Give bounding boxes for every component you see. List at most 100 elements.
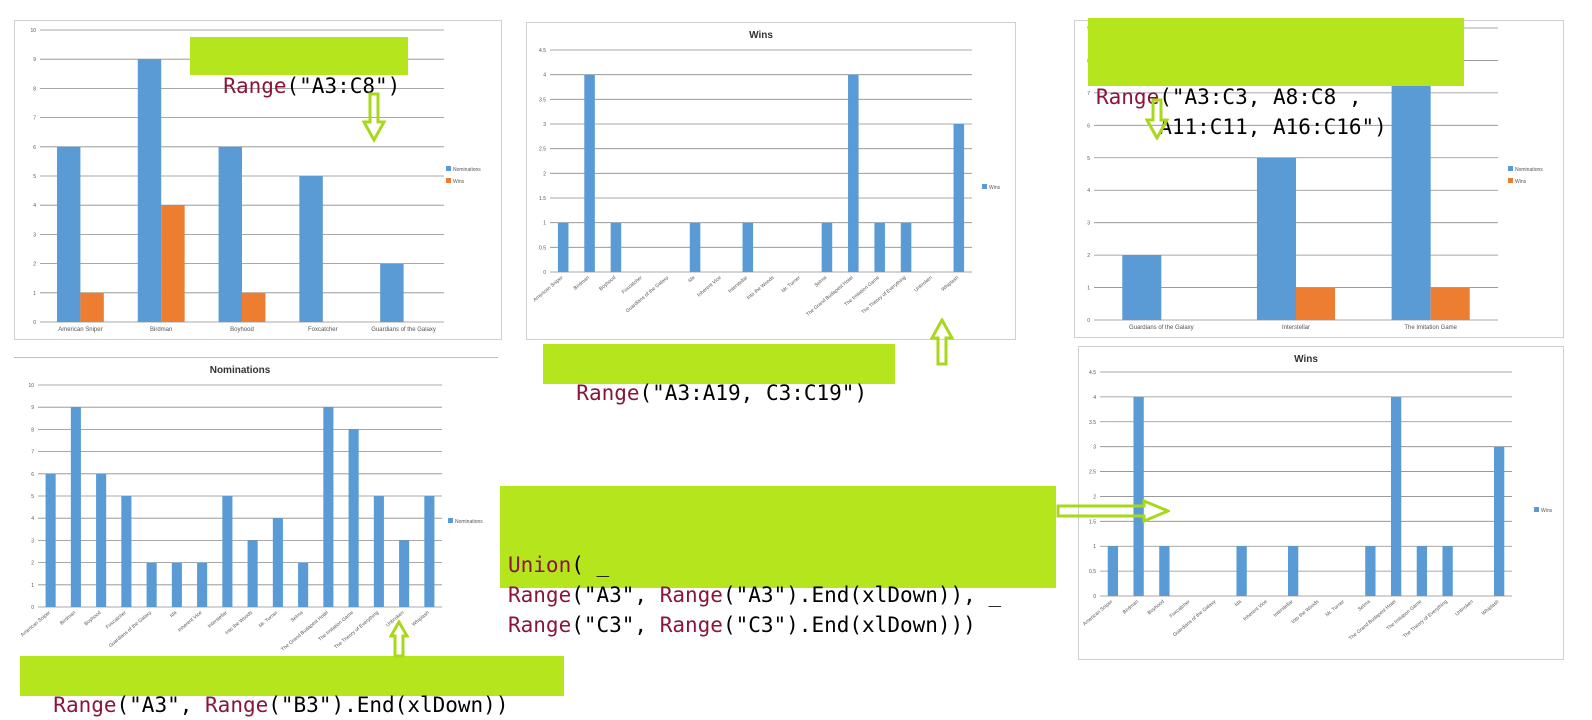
x-tick-label: Boyhood	[83, 610, 102, 627]
x-tick-label: Interstellar	[207, 610, 229, 630]
bar-nominations-unbroken	[399, 540, 410, 607]
y-tick-label: 0.5	[539, 245, 546, 251]
bar-nominations-boyhood	[96, 473, 107, 607]
x-tick-label: Ida	[687, 275, 696, 284]
y-tick-label: 2	[543, 171, 546, 177]
y-tick-label: 6	[33, 145, 36, 151]
x-tick-label: Birdman	[59, 610, 77, 627]
bar-wins-the-theory-of-everything	[900, 222, 912, 272]
bar-wins-boyhood	[242, 292, 266, 322]
x-tick-label: Ida	[169, 610, 178, 619]
y-tick-label: 0	[33, 320, 36, 326]
y-tick-label: 0.5	[1089, 569, 1096, 575]
code-text: ("A3",	[571, 583, 660, 607]
code-text: ("B3").End(xlDown))	[268, 693, 509, 717]
arrow-down-icon	[1145, 98, 1169, 140]
bar-nominations-the-imitation-game	[348, 429, 359, 607]
bar-nominations-guardians-of-the-galaxy	[380, 263, 404, 322]
code-text: ("C3").End(xlDown)))	[722, 613, 976, 637]
y-tick-label: 2	[1087, 253, 1090, 259]
y-tick-label: 9	[33, 57, 36, 63]
legend-swatch-wins	[1534, 507, 1539, 512]
x-tick-label: Selma	[290, 610, 305, 624]
y-tick-label: 5	[1087, 156, 1090, 162]
code-box-range-a3-a19-c3-c19: Range("A3:A19, C3:C19")	[543, 344, 895, 405]
bar-nominations-mr-turner	[272, 518, 283, 607]
y-tick-label: 3	[543, 122, 546, 128]
y-tick-label: 7	[31, 450, 34, 456]
bar-nominations-interstellar	[1256, 157, 1296, 320]
bar-nominations-guardians-of-the-galaxy	[1122, 255, 1162, 320]
y-tick-label: 8	[33, 86, 36, 92]
bar-wins-american-sniper	[80, 292, 104, 322]
arrow-down-icon	[362, 92, 386, 144]
arrow-up-icon	[389, 620, 409, 658]
y-tick-label: 4	[1087, 188, 1090, 194]
code-function: Range	[53, 693, 117, 717]
bar-nominations-foxcatcher	[121, 496, 132, 607]
bar-nominations-the-theory-of-everything	[373, 496, 384, 607]
chart-title: Nominations	[210, 365, 271, 376]
y-tick-label: 1	[1087, 286, 1090, 292]
x-tick-label: The Grand Budapest Hotel	[280, 610, 329, 653]
y-tick-label: 2.5	[539, 147, 546, 153]
bar-nominations-boyhood	[218, 146, 242, 322]
y-tick-label: 6	[1087, 123, 1090, 129]
chart-title: Wins	[1294, 354, 1318, 365]
y-tick-label: 3	[1087, 221, 1090, 227]
y-tick-label: 10	[30, 28, 36, 34]
bar-nominations-guardians-of-the-galaxy	[146, 562, 157, 607]
code-argument: ("A3:A19, C3:C19")	[639, 381, 868, 405]
bar-nominations-inherent-vice	[197, 562, 208, 607]
bar-nominations-whiplash	[424, 496, 435, 607]
code-function: Range	[659, 583, 723, 607]
bar-nominations-selma	[298, 562, 309, 607]
code-argument: ("A3:C3, A8:C8 ,	[1159, 85, 1362, 109]
y-tick-label: 2	[31, 561, 34, 567]
y-tick-label: 3	[1093, 445, 1096, 451]
bar-nominations-ida	[171, 562, 182, 607]
x-tick-label: Ida	[1234, 599, 1243, 608]
y-tick-label: 3	[33, 232, 36, 238]
y-tick-label: 4	[33, 203, 36, 209]
x-tick-label: Guardians of the Galaxy	[371, 327, 436, 333]
bar-nominations-american-sniper	[56, 146, 81, 322]
chart-nominations: Nominations 0 1 2 3 4 5 6 7 8 9 10 American Sniper Bi…	[14, 357, 498, 653]
chart-title: Wins	[749, 30, 773, 41]
legend-label-wins: Wins	[1515, 179, 1527, 185]
bar-wins-ida	[1236, 546, 1247, 596]
y-tick-label: 1	[31, 583, 34, 589]
code-function: Range	[576, 381, 640, 405]
code-text: ("C3",	[571, 613, 660, 637]
x-tick-label: Foxcatcher	[105, 610, 128, 631]
chart-border	[526, 22, 1016, 340]
bar-wins-interstellar	[1287, 546, 1299, 596]
y-tick-label: 5	[31, 494, 34, 500]
bar-nominations-the-imitation-game	[1391, 60, 1431, 320]
x-tick-label: Whiplash	[411, 610, 431, 628]
y-tick-label: 0	[543, 270, 546, 276]
y-tick-label: 5	[33, 174, 36, 180]
bar-wins-ida	[689, 222, 701, 272]
y-tick-label: 7	[1087, 91, 1090, 97]
y-tick-label: 6	[31, 472, 34, 478]
x-tick-label: Mr. Turner	[258, 610, 280, 629]
code-box-union: Union( _ Range("A3", Range("A3").End(xlDo…	[500, 486, 1056, 637]
code-argument-line2: A11:C11, A16:C16")	[1096, 115, 1387, 139]
y-tick-label: 9	[31, 405, 34, 411]
bar-nominations-birdman	[137, 59, 162, 322]
y-tick-label: 3	[31, 538, 34, 544]
legend-swatch-wins	[982, 184, 987, 189]
y-tick-label: 3.5	[539, 97, 546, 103]
x-tick-label: The Imitation Game	[1404, 325, 1457, 331]
x-tick-label: Guardians of the Galaxy	[1129, 325, 1194, 331]
code-text: ("A3").End(xlDown)), _	[722, 583, 1002, 607]
code-function: Range	[508, 583, 572, 607]
bar-wins-american-sniper	[1107, 546, 1119, 596]
code-function: Range	[508, 613, 572, 637]
y-tick-label: 4	[543, 73, 546, 79]
legend-swatch-nominations	[446, 166, 451, 171]
y-tick-label: 10	[28, 383, 34, 389]
